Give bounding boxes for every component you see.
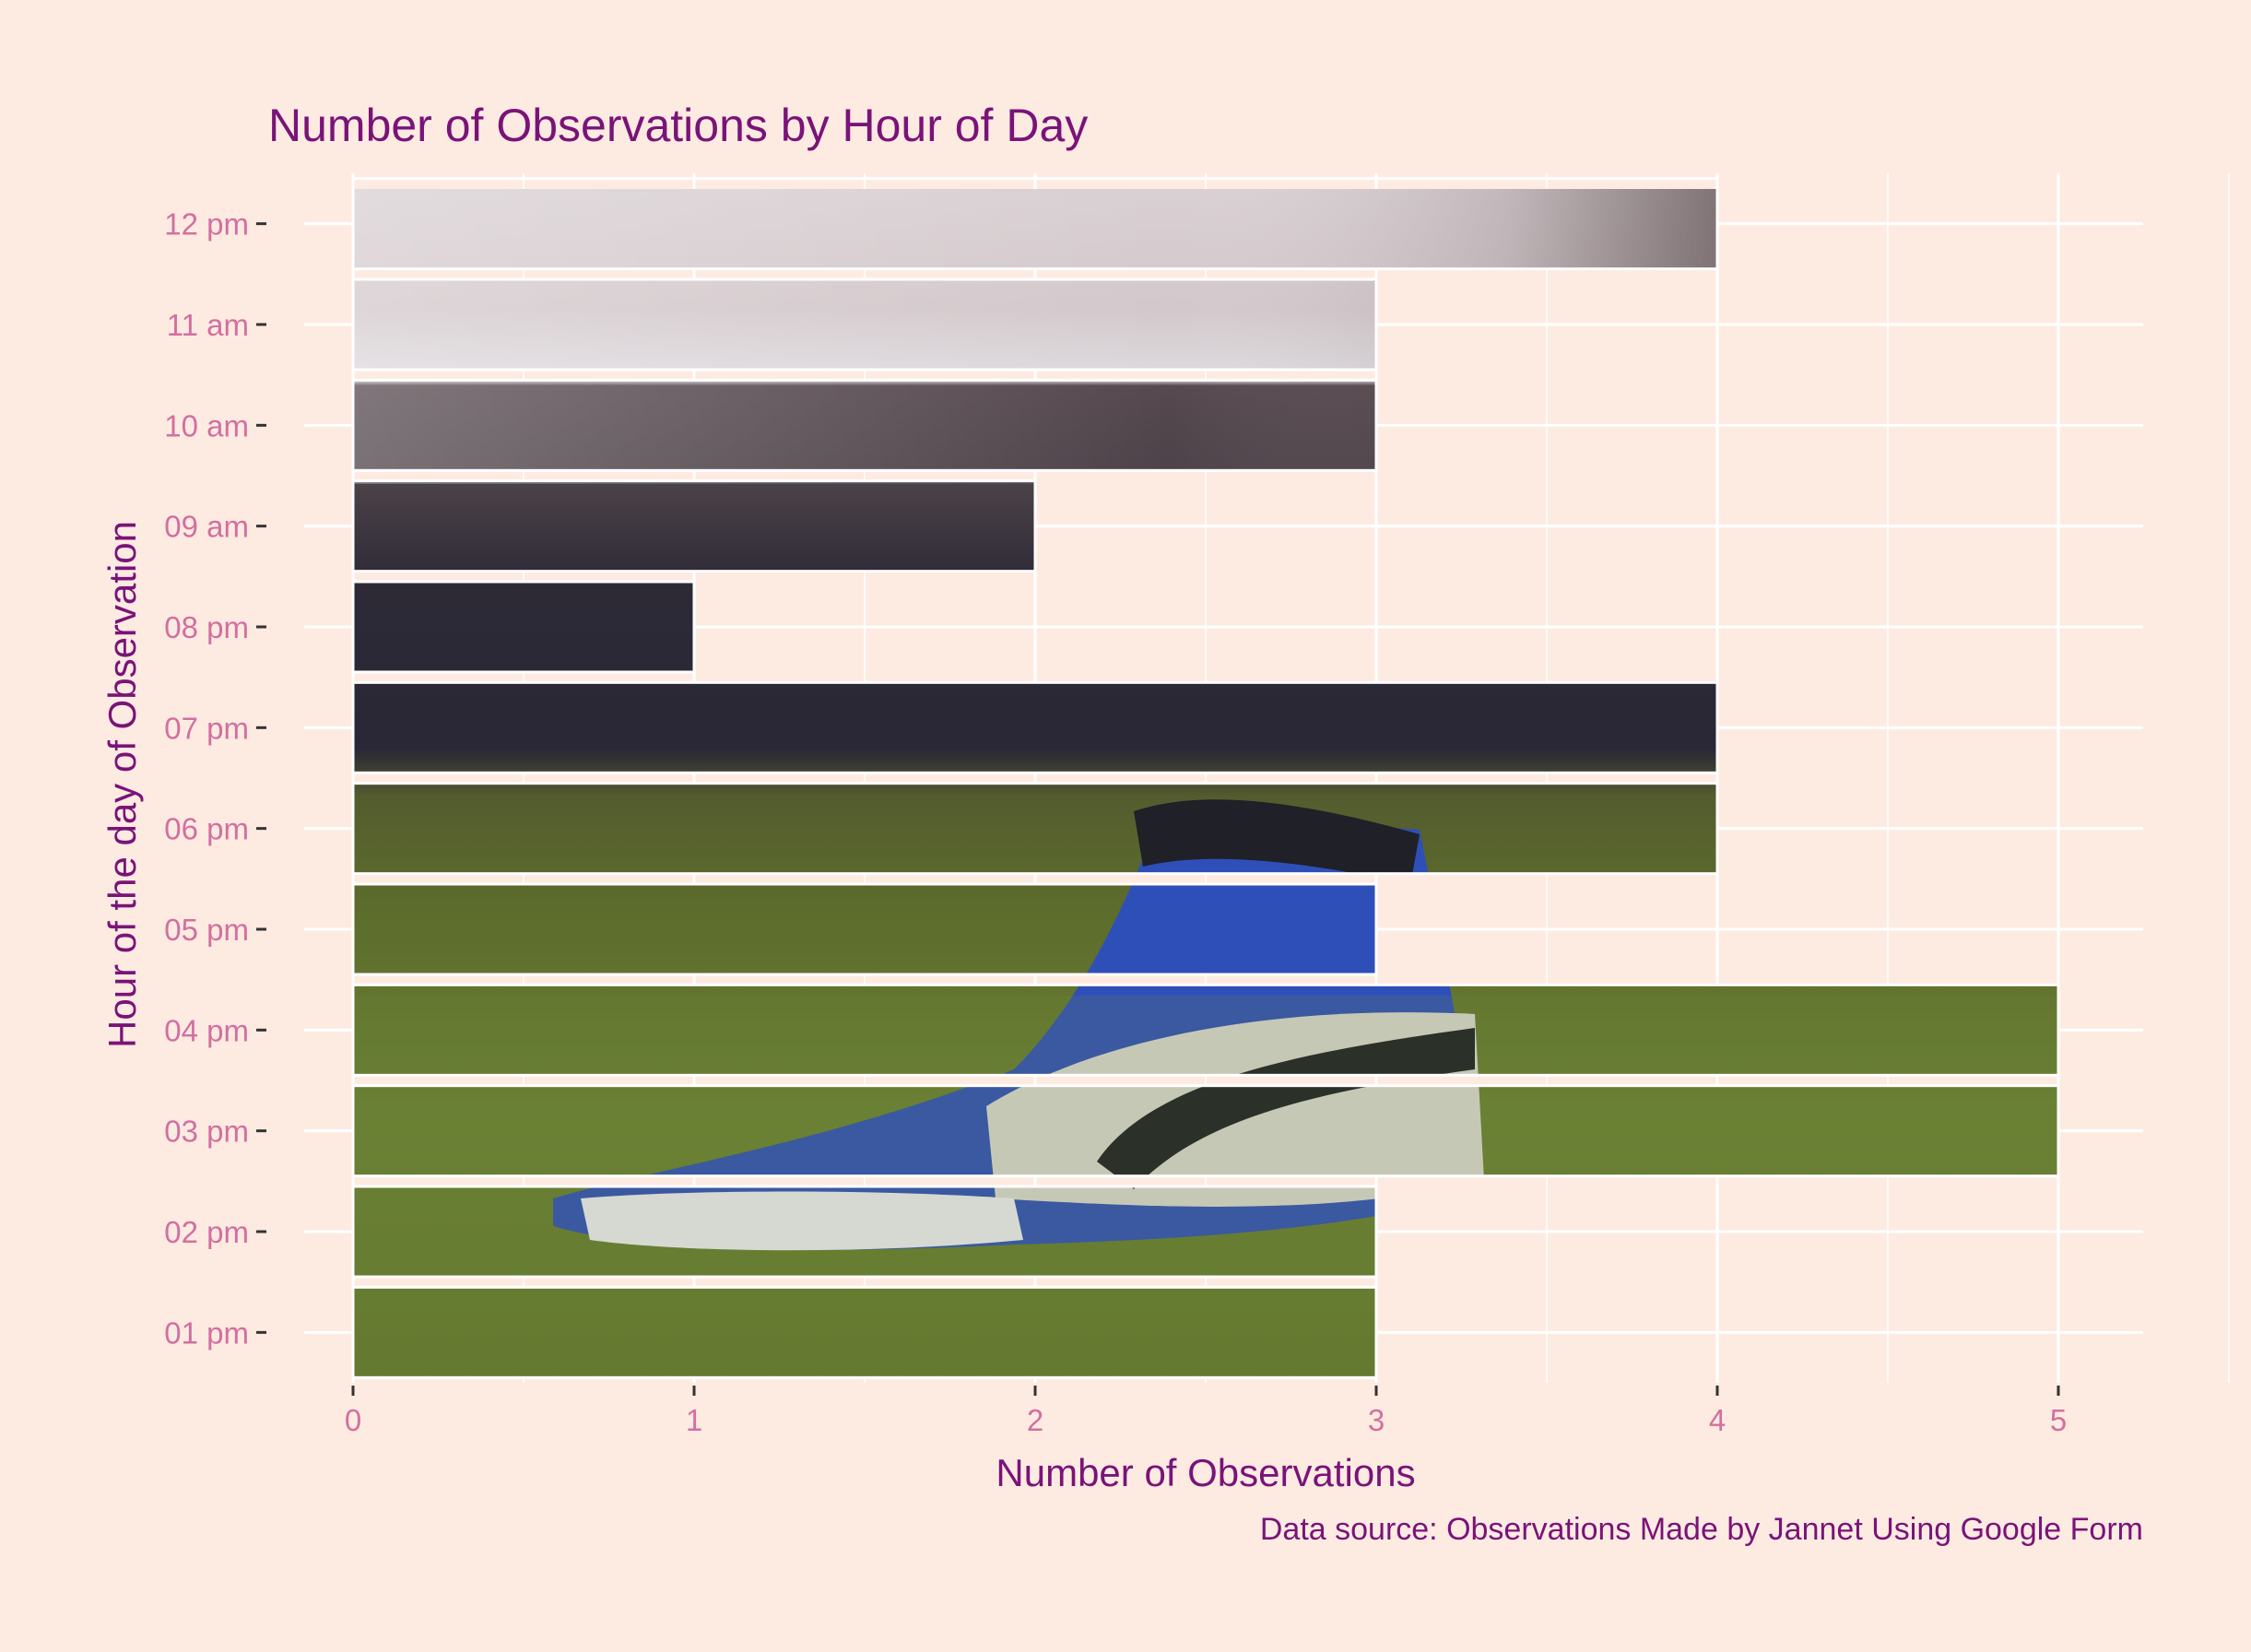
y-axis-ticks: 01 pm 02 pm 03 pm 04 pm 05 pm 06 pm 07 pm 08 pm… [164,207,266,1350]
bar [351,983,2060,1077]
y-tick-label: 11 am [167,308,249,342]
bar [351,1185,1378,1279]
y-tick-label: 04 pm [164,1013,249,1047]
y-tick-label: 05 pm [164,913,249,947]
y-tick-label: 09 am [164,510,249,544]
chart-title: Number of Observations by Hour of Day [268,100,1088,151]
y-tick-label: 07 pm [164,711,249,745]
y-tick-label: 01 pm [164,1316,249,1350]
bar [351,580,696,674]
bar [351,277,1378,372]
bar [351,882,1378,976]
x-tick-label: 2 [1027,1403,1043,1437]
bar-texture [353,189,2058,1378]
y-tick-label: 08 pm [164,610,249,644]
bar [351,1084,2060,1178]
bar [351,1285,1378,1379]
y-tick-label: 03 pm [164,1115,249,1149]
y-tick-label: 06 pm [164,812,249,846]
x-axis-title: Number of Observations [996,1451,1415,1494]
x-axis-ticks: 0 1 2 3 4 5 [345,1386,2067,1437]
chart-caption: Data source: Observations Made by Jannet… [1260,1512,2143,1547]
bar [351,378,1378,472]
y-axis-title: Hour of the day of Observation [100,521,144,1048]
x-tick-label: 1 [686,1403,702,1437]
y-tick-label: 12 pm [164,207,249,242]
bar [351,782,1719,876]
bars [351,177,2060,1379]
sneaker-photo [553,799,1484,1251]
x-tick-label: 0 [345,1403,361,1437]
bar [351,479,1037,573]
bar [351,680,1719,774]
x-tick-label: 4 [1709,1403,1726,1437]
y-tick-label: 10 am [164,408,249,442]
x-tick-label: 3 [1368,1403,1385,1437]
y-tick-label: 02 pm [164,1215,249,1249]
bar [351,177,1719,271]
x-tick-label: 5 [2050,1403,2067,1437]
